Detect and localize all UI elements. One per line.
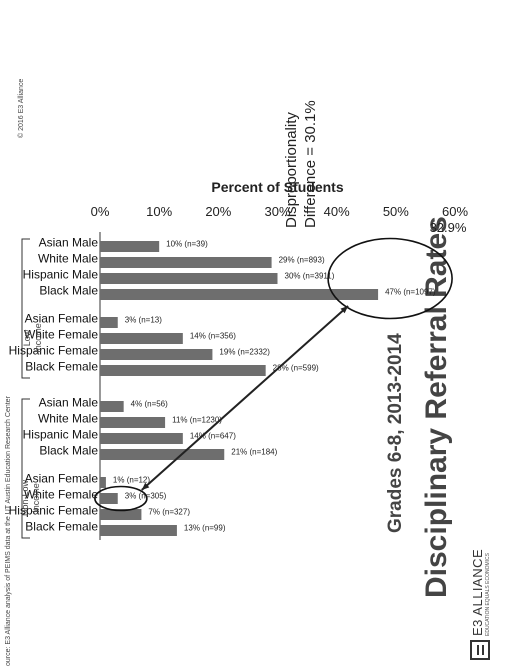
tick-label: 40%	[324, 204, 350, 219]
tick-label: 50%	[383, 204, 409, 219]
value-label: 19% (n=2332)	[219, 348, 270, 357]
bar	[100, 257, 272, 268]
bar	[100, 349, 213, 360]
value-label: 10% (n=39)	[166, 240, 208, 249]
category-label: White Female	[24, 488, 98, 502]
low-income-bracket	[21, 238, 30, 379]
value-label: 1% (n=12)	[113, 476, 150, 485]
value-label: 4% (n=56)	[131, 400, 168, 409]
tick-label: 60%	[442, 204, 468, 219]
value-label: 3% (n=13)	[125, 316, 162, 325]
category-label: Black Female	[25, 360, 98, 374]
category-label: Asian Male	[39, 396, 99, 410]
category-label: Asian Female	[25, 472, 99, 486]
disproportionality-arrow	[141, 305, 349, 491]
category-label: White Female	[24, 328, 98, 342]
source-note: ource: E3 Alliance analysis of PEIMS dat…	[5, 396, 12, 666]
value-label: 30% (n=3911)	[285, 272, 335, 281]
value-label: 47% (n=1097)	[385, 288, 436, 297]
group-label-non-low-income: Non-Low Income	[20, 479, 41, 517]
bar	[100, 449, 225, 460]
category-label: Black Male	[39, 284, 98, 298]
category-label: Hispanic Male	[23, 428, 99, 442]
category-label: Black Female	[25, 520, 98, 534]
bar	[100, 525, 177, 536]
tick-label: 30%	[264, 204, 290, 219]
group-label-low-income: Low Income	[22, 323, 43, 353]
bar	[100, 333, 183, 344]
value-label: 11% (n=1230)	[172, 416, 222, 425]
bar	[100, 509, 142, 520]
value-label: 13% (n=99)	[184, 524, 226, 533]
disproportionality-label: Disproportionality	[283, 112, 300, 228]
difference-label: Difference = 30.1%	[302, 100, 319, 228]
value-label: 29% (n=893)	[279, 256, 325, 265]
bar	[100, 417, 166, 428]
value-label: 28% (n=599)	[273, 364, 319, 373]
category-label: White Male	[38, 412, 98, 426]
copyright-note: © 2016 E3 Alliance	[18, 78, 25, 138]
category-label: White Male	[38, 252, 98, 266]
value-label: 14% (n=356)	[190, 332, 236, 341]
value-label: 7% (n=327)	[148, 508, 190, 517]
right-value-label: 32.9%	[430, 220, 467, 235]
arrow-head-start	[141, 482, 150, 490]
bar	[100, 401, 124, 412]
bar	[100, 477, 106, 488]
value-label: 14% (n=647)	[190, 432, 236, 441]
category-label: Hispanic Female	[9, 344, 99, 358]
value-label: 21% (n=184)	[231, 448, 277, 457]
category-label: Asian Female	[25, 312, 99, 326]
bar	[100, 317, 118, 328]
arrow-head-end	[340, 306, 349, 314]
disproportionality-annotation: Disproportionality Difference = 30.1%	[282, 100, 320, 228]
bar	[100, 273, 278, 284]
bar	[100, 365, 266, 376]
tick-label: 20%	[205, 204, 231, 219]
non-low-income-bracket	[21, 398, 30, 539]
highlight-ellipse-white-female	[94, 485, 148, 512]
bar	[100, 493, 118, 504]
tick-label: 10%	[146, 204, 172, 219]
category-label: Hispanic Female	[9, 504, 99, 518]
bar	[100, 241, 160, 252]
highlight-ellipse-black-male	[327, 237, 453, 320]
tick-label: 0%	[91, 204, 110, 219]
bar	[100, 289, 379, 300]
x-axis-label: Percent of Students	[211, 179, 343, 195]
category-label: Hispanic Male	[23, 268, 99, 282]
category-label: Black Male	[39, 444, 98, 458]
category-label: Asian Male	[39, 236, 99, 250]
bar	[100, 433, 183, 444]
